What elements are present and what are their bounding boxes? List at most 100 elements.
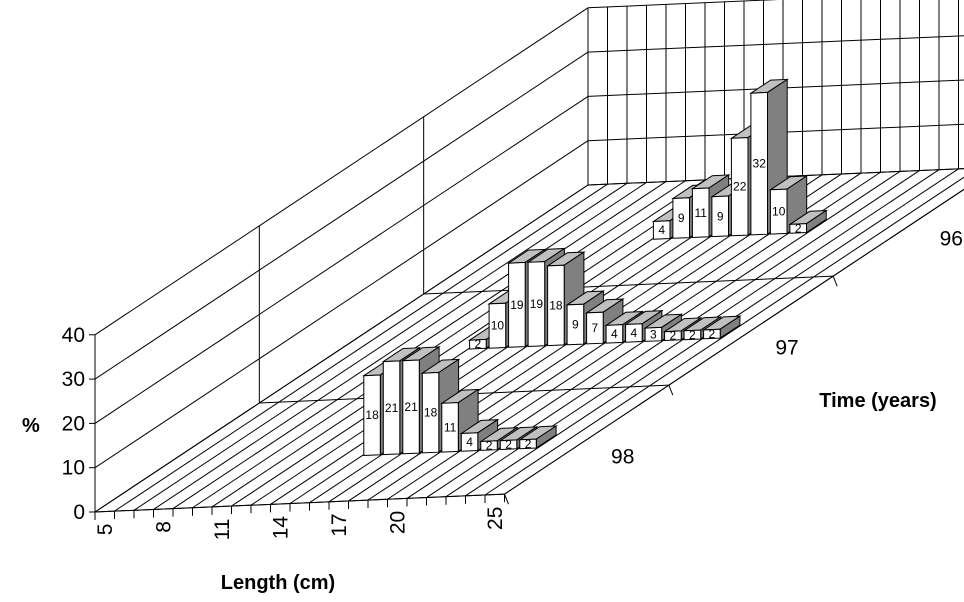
- y-axis-title: %: [22, 415, 40, 437]
- x-tick-label: 25: [484, 507, 507, 530]
- y-tick-label: 40: [62, 324, 85, 347]
- y-tick-label: 10: [62, 457, 85, 480]
- y-tick-label: 20: [62, 412, 85, 435]
- bar-data-label: 4: [631, 326, 638, 340]
- bar-face: [703, 328, 721, 340]
- bar: 2: [518, 425, 558, 451]
- x-axis-line: [94, 493, 505, 513]
- z-category-label: 96: [940, 228, 963, 251]
- bar-data-label: 11: [444, 420, 457, 434]
- bar-face: [469, 338, 487, 350]
- bar-data-label: 32: [753, 157, 767, 171]
- floor-gridline: [423, 275, 834, 295]
- bar-face: [402, 359, 420, 455]
- bar-data-label: 19: [510, 298, 524, 312]
- bar-data-label: 22: [733, 180, 747, 194]
- floor-gridline: [153, 182, 647, 510]
- bar: 10: [768, 175, 809, 235]
- bar-face: [605, 324, 624, 344]
- bar-face: [508, 261, 526, 348]
- bar-data-label: 2: [486, 439, 493, 453]
- back-wall-gridline: [587, 35, 964, 53]
- bar-data-label: 2: [475, 337, 482, 351]
- x-tick-label: 17: [328, 513, 351, 536]
- bar-data-label: 4: [466, 435, 473, 449]
- x-axis-title: Length (cm): [221, 572, 335, 594]
- floor-gridline: [133, 182, 628, 511]
- bar-face: [691, 187, 710, 239]
- z-tick-mark: [832, 275, 838, 287]
- bar-data-label: 11: [694, 206, 707, 220]
- bar-face: [566, 303, 585, 346]
- z-axis-title: Time (years): [819, 390, 936, 412]
- floor-gridline: [484, 176, 964, 496]
- bar-data-label: 2: [689, 328, 696, 342]
- bar-data-label: 2: [670, 329, 677, 343]
- bar-data-label: 2: [525, 437, 532, 451]
- bar-data-label: 2: [709, 327, 716, 341]
- floor-gridline: [192, 180, 686, 509]
- z-axis-line: [504, 188, 964, 495]
- bar-face: [527, 261, 546, 348]
- chart-axes: [89, 188, 964, 520]
- bar-face: [789, 223, 807, 234]
- bar-face: [363, 374, 381, 457]
- bar-data-label: 18: [424, 406, 438, 420]
- bar-face: [664, 330, 682, 342]
- x-tick-label: 5: [94, 524, 117, 536]
- side-wall-gridline: [94, 95, 589, 424]
- z-tick-mark: [668, 384, 674, 396]
- bar-face: [750, 91, 768, 236]
- bar-data-label: 2: [505, 438, 512, 452]
- bar-data-label: 9: [678, 211, 685, 225]
- bar-data-label: 4: [611, 327, 618, 341]
- side-wall-gridline: [94, 51, 589, 380]
- bar-data-label: 19: [530, 297, 544, 311]
- bar-data-label: 10: [772, 205, 786, 219]
- bar-data-label: 21: [385, 401, 399, 415]
- bar: 11: [440, 388, 480, 453]
- bar-face: [586, 311, 604, 345]
- bar-face: [519, 438, 537, 450]
- x-tick-label: 11: [211, 519, 234, 541]
- bar-face: [421, 371, 440, 454]
- y-tick-label: 0: [73, 501, 85, 524]
- bar-data-label: 9: [717, 209, 724, 223]
- bar-face: [730, 137, 749, 237]
- back-wall-gridline: [587, 79, 964, 97]
- bar-face: [441, 402, 459, 453]
- bar-data-label: 21: [404, 400, 418, 414]
- bar-face: [499, 439, 518, 451]
- bar-face: [652, 220, 671, 240]
- side-wall-gridline: [94, 7, 589, 336]
- bar-data-label: 18: [365, 408, 379, 422]
- bar-face: [460, 432, 479, 452]
- floor-gridline: [172, 181, 667, 510]
- back-wall-gridline: [587, 123, 964, 142]
- bar-face: [625, 323, 643, 343]
- bar-data-label: 2: [795, 221, 802, 235]
- bar-face: [683, 329, 702, 341]
- back-wall-gridline: [587, 0, 779, 9]
- bar-face: [488, 302, 507, 349]
- floor-gridline: [114, 183, 608, 512]
- bar: 2: [701, 315, 742, 341]
- bar-face: [711, 195, 729, 238]
- x-tick-label: 14: [269, 516, 292, 540]
- bar-data-label: 3: [650, 327, 657, 341]
- bar-data-label: 9: [572, 318, 579, 332]
- bar-face: [480, 440, 498, 451]
- bar-data-label: 4: [658, 223, 665, 237]
- bar-face: [769, 188, 788, 235]
- bar-data-label: 7: [592, 321, 599, 335]
- bar-face: [547, 264, 565, 347]
- bar-data-label: 10: [491, 319, 505, 333]
- bar: 2: [788, 209, 828, 235]
- x-tick-label: 20: [386, 511, 409, 534]
- x-tick-label: 8: [152, 521, 175, 533]
- bar-face: [644, 326, 663, 342]
- side-wall-gridline: [94, 140, 589, 469]
- floor-gridline: [587, 168, 964, 186]
